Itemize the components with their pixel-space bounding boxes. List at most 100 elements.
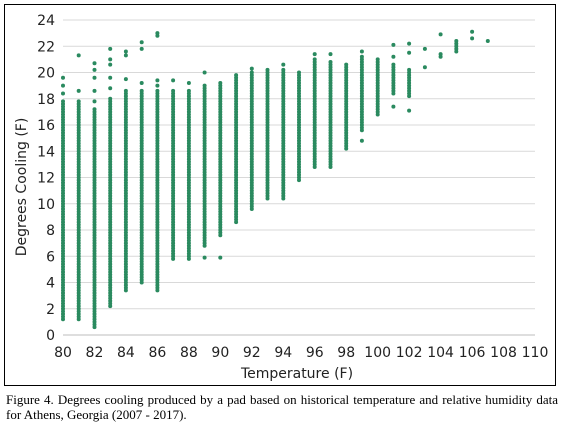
data-point: [92, 61, 97, 66]
x-tick-label: 82: [86, 345, 104, 361]
data-point: [202, 255, 207, 260]
x-axis-title: Temperature (F): [240, 366, 353, 382]
y-axis-title: Degrees Cooling (F): [14, 118, 30, 257]
y-tick-label: 14: [37, 144, 55, 160]
data-point: [359, 138, 364, 143]
data-point: [108, 62, 113, 67]
data-point: [108, 75, 113, 80]
data-point: [155, 83, 160, 88]
data-point: [218, 255, 223, 260]
data-point: [123, 53, 128, 58]
data-point: [155, 88, 160, 93]
data-points: [61, 29, 490, 330]
data-point: [76, 99, 81, 104]
data-point: [359, 54, 364, 59]
data-point: [234, 73, 239, 78]
data-point: [155, 31, 160, 36]
y-tick-label: 6: [46, 249, 55, 265]
data-point: [123, 49, 128, 54]
x-tick-label: 84: [117, 345, 135, 361]
y-tick-label: 24: [37, 13, 55, 29]
data-point: [312, 57, 317, 62]
data-point: [265, 67, 270, 72]
data-point: [359, 49, 364, 54]
x-tick-label: 100: [364, 345, 391, 361]
data-point: [139, 81, 144, 85]
data-point: [202, 70, 207, 75]
data-point: [485, 39, 490, 43]
y-tick-label: 16: [37, 118, 55, 134]
x-tick-label: 96: [306, 345, 324, 361]
data-point: [391, 54, 396, 59]
data-point: [249, 70, 254, 75]
figure-caption: Figure 4. Degrees cooling produced by a …: [6, 392, 558, 422]
data-point: [407, 108, 412, 113]
data-point: [76, 88, 81, 93]
y-tick-label: 4: [46, 276, 55, 292]
data-point: [108, 86, 113, 91]
data-point: [76, 53, 81, 58]
data-point: [407, 50, 412, 55]
data-point: [375, 57, 380, 62]
data-point: [155, 78, 160, 83]
data-point: [391, 104, 396, 109]
data-point: [328, 60, 333, 64]
data-point: [328, 52, 333, 57]
data-point: [202, 83, 207, 88]
data-point: [92, 75, 97, 80]
data-point: [438, 32, 443, 37]
x-tick-label: 86: [148, 345, 166, 361]
y-tick-label: 12: [37, 171, 55, 187]
data-point: [454, 39, 459, 43]
x-tick-label: 106: [459, 345, 486, 361]
x-tick-label: 102: [396, 345, 423, 361]
data-point: [391, 62, 396, 67]
x-tick-label: 88: [180, 345, 198, 361]
data-point: [422, 46, 427, 51]
data-point: [171, 78, 176, 83]
data-point: [92, 67, 97, 72]
x-tick-label: 90: [211, 345, 229, 361]
data-point: [123, 77, 128, 82]
data-point: [422, 65, 427, 70]
data-point: [108, 57, 113, 62]
data-point: [92, 107, 97, 112]
data-point: [438, 52, 443, 57]
data-point: [123, 88, 128, 93]
data-point: [218, 81, 223, 85]
x-tick-label: 94: [274, 345, 292, 361]
data-point: [61, 91, 65, 96]
data-point: [470, 36, 475, 41]
data-point: [61, 75, 65, 80]
data-point: [407, 67, 412, 72]
x-tick-label: 80: [54, 345, 72, 361]
data-point: [139, 40, 144, 45]
data-point: [312, 52, 317, 57]
x-tick-label: 92: [243, 345, 261, 361]
y-tick-label: 10: [37, 197, 55, 213]
data-point: [297, 70, 301, 75]
y-tick-label: 2: [46, 302, 55, 318]
data-point: [139, 88, 144, 93]
data-point: [186, 81, 191, 85]
data-point: [407, 41, 412, 46]
x-tick-label: 104: [427, 345, 454, 361]
data-point: [108, 96, 113, 101]
x-tick-label: 108: [490, 345, 517, 361]
data-point: [470, 29, 475, 34]
data-point: [92, 88, 97, 93]
y-tick-label: 8: [46, 223, 55, 239]
x-tick-label: 98: [337, 345, 355, 361]
figure-frame: 0 2 4 6 8 10 12 14 16 18 20 22 24 80 82 84 86 88 90 92 94 96…: [4, 4, 556, 386]
data-point: [344, 62, 349, 67]
y-tick-label: 22: [37, 39, 55, 55]
y-tick-label: 20: [37, 66, 55, 82]
x-tick-label: 110: [522, 345, 549, 361]
data-point: [61, 83, 65, 88]
data-point: [139, 46, 144, 51]
data-point: [92, 99, 97, 104]
data-point: [249, 66, 254, 71]
x-axis-ticks: 80 82 84 86 88 90 92 94 96 98 100 102 104 106 108 110: [54, 345, 548, 361]
y-tick-label: 18: [37, 92, 55, 108]
